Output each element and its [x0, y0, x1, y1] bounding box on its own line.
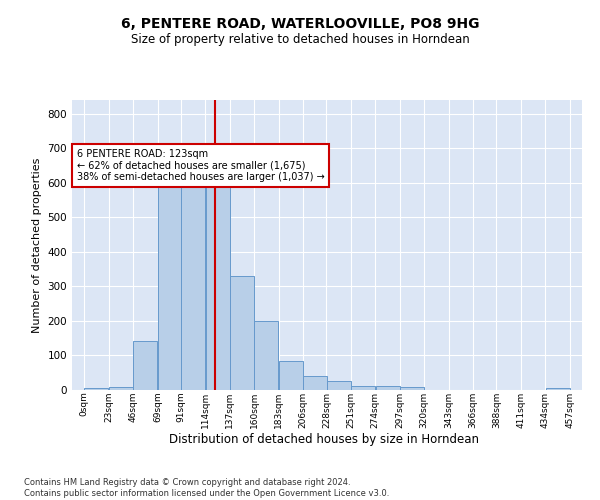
Bar: [327, 382, 350, 390]
Bar: [376, 386, 400, 390]
Y-axis label: Number of detached properties: Number of detached properties: [32, 158, 42, 332]
Bar: [400, 387, 424, 390]
Text: 6 PENTERE ROAD: 123sqm
← 62% of detached houses are smaller (1,675)
38% of semi-: 6 PENTERE ROAD: 123sqm ← 62% of detached…: [77, 149, 325, 182]
Bar: [279, 360, 303, 390]
Text: Contains HM Land Registry data © Crown copyright and database right 2024.
Contai: Contains HM Land Registry data © Crown c…: [24, 478, 389, 498]
Bar: [109, 387, 133, 390]
Bar: [230, 276, 254, 390]
Bar: [181, 172, 205, 390]
Bar: [206, 180, 230, 390]
Text: Distribution of detached houses by size in Horndean: Distribution of detached houses by size …: [169, 432, 479, 446]
Bar: [254, 321, 278, 390]
Bar: [351, 386, 375, 390]
Text: 6, PENTERE ROAD, WATERLOOVILLE, PO8 9HG: 6, PENTERE ROAD, WATERLOOVILLE, PO8 9HG: [121, 18, 479, 32]
Bar: [304, 376, 327, 390]
Bar: [85, 388, 109, 390]
Bar: [133, 340, 157, 390]
Bar: [545, 388, 569, 390]
Bar: [158, 171, 182, 390]
Text: Size of property relative to detached houses in Horndean: Size of property relative to detached ho…: [131, 32, 469, 46]
